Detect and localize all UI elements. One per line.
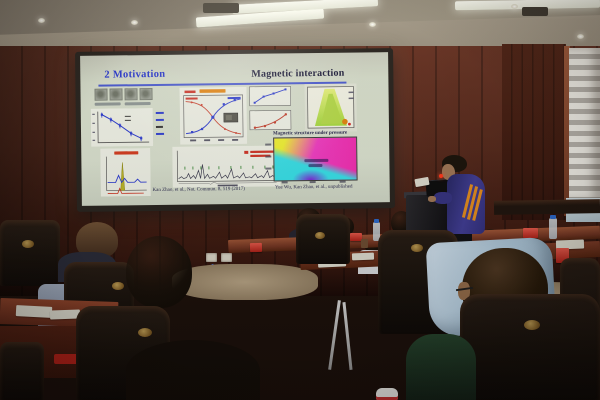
sample-photo: [124, 88, 138, 101]
desk-papers: [15, 305, 53, 318]
chair: [0, 220, 60, 286]
downlight: [38, 18, 45, 23]
floor: [172, 264, 318, 300]
presenter-arm: [434, 192, 452, 204]
downlight: [511, 4, 518, 9]
chrome-chair-leg: [342, 302, 353, 370]
name-card: [350, 233, 362, 241]
slide: 2 Motivation Magnetic interaction: [80, 52, 390, 206]
red-object: [54, 354, 80, 364]
chrome-chair-leg: [328, 300, 341, 370]
chair-emblem: [411, 244, 423, 252]
presenter-hand: [428, 196, 436, 202]
foreground-head: [126, 340, 260, 400]
speaker-desk: [493, 199, 600, 215]
chair: [0, 342, 44, 400]
plot-transition-curves: [179, 86, 248, 145]
sample-photos: [94, 88, 153, 101]
chair-emblem: [315, 232, 325, 239]
axis-tick-blur: [265, 143, 272, 146]
audience-head: [126, 236, 192, 308]
slide-title-right: Magnetic interaction: [251, 67, 345, 80]
citation-right: Yue Wu, Kan Zhao, et al., unpublished: [274, 184, 353, 191]
plot-legend-dashes: [155, 111, 165, 135]
green-clothed-audience: [406, 334, 476, 400]
plot-spectrum: [100, 148, 151, 197]
plot-susceptibility: [90, 108, 154, 147]
plot-diffraction-pattern: [172, 145, 281, 188]
chair: [460, 294, 600, 400]
chair-emblem: [524, 320, 540, 330]
column-lit-edge: [564, 46, 570, 216]
wall-column: [502, 44, 566, 220]
thumb-caption-blur: [124, 102, 151, 105]
downlight: [131, 20, 138, 25]
axis-tick-blur: [309, 181, 316, 183]
name-card: [249, 242, 263, 253]
formula-blur: [304, 158, 329, 162]
name-card: [523, 228, 538, 238]
desk-papers: [351, 252, 375, 261]
chair-emblem: [22, 240, 34, 248]
citation-left: Kan Zhao, et al., Nat. Commun. 8, 519 (2…: [152, 186, 245, 194]
axis-tick-blur: [281, 181, 288, 184]
water-bottle: [549, 215, 557, 239]
formula-blur: [308, 163, 323, 167]
downlight: [369, 22, 376, 27]
air-vent: [203, 3, 239, 13]
power-outlet: [206, 253, 217, 262]
sample-photo: [94, 88, 108, 101]
plot-phase-diagram-small: [304, 83, 358, 133]
ceiling-speaker: [522, 7, 548, 16]
bottle-cap: [550, 215, 556, 219]
power-outlet: [221, 253, 232, 262]
axis-tick-blur: [265, 167, 272, 170]
phase-diagram-color-map: [273, 136, 358, 182]
slide-title-left: 2 Motivation: [104, 68, 166, 81]
window-blinds: [569, 48, 600, 200]
axis-tick-blur: [339, 180, 346, 183]
sample-photo: [139, 88, 153, 101]
thumb-caption-blur: [94, 102, 121, 106]
plot-pressure-dependence: [249, 86, 292, 131]
audience-face-edge: [458, 282, 470, 300]
microphone-light: [439, 174, 443, 178]
chair: [296, 214, 350, 264]
axis-tick-blur: [265, 155, 272, 158]
sneaker: [376, 388, 398, 400]
sample-photo: [109, 88, 123, 101]
chair-emblem: [112, 282, 124, 290]
chair-emblem: [138, 328, 152, 337]
downlight: [577, 34, 584, 39]
water-bottle: [373, 219, 380, 241]
projection-screen: 2 Motivation Magnetic interaction: [75, 48, 395, 212]
cup: [361, 239, 368, 248]
bottle-cap: [374, 219, 379, 223]
